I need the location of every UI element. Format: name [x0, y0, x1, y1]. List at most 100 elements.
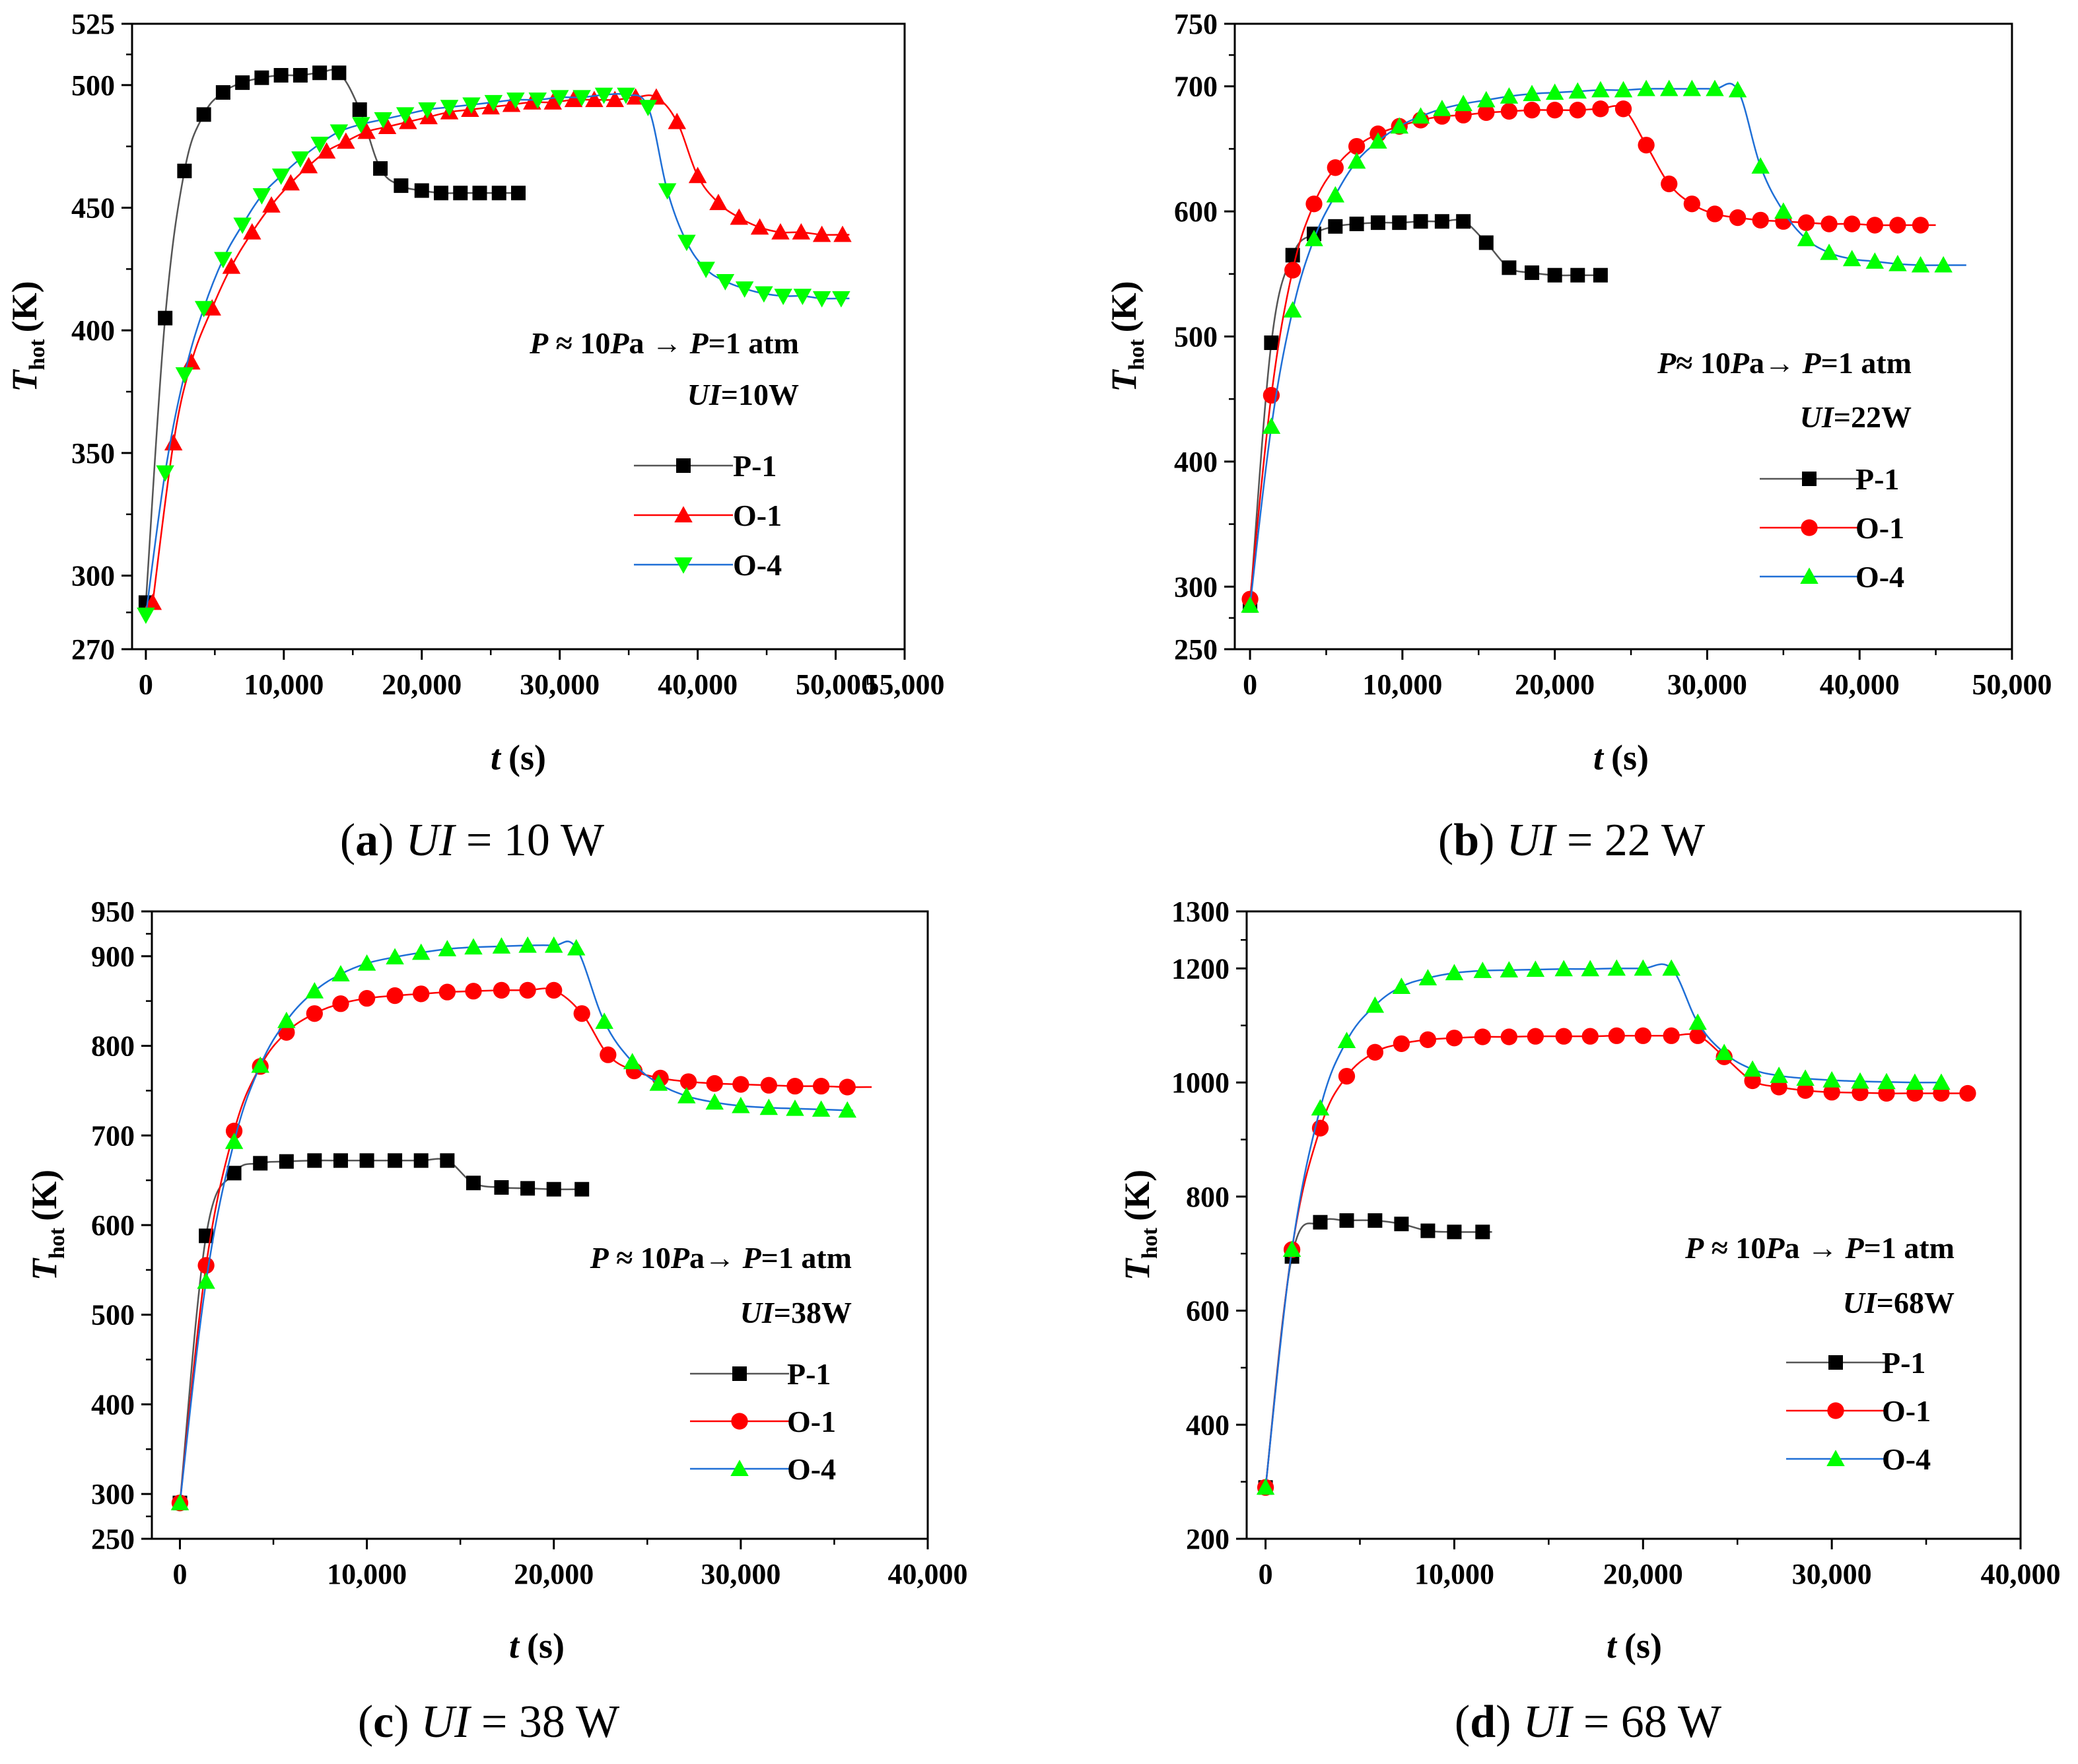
- legend: P-1 O-1 O-4: [1760, 462, 1904, 594]
- panel-caption: (a) UI = 10 W: [340, 815, 604, 866]
- data-point: [1682, 79, 1702, 96]
- data-point: [518, 936, 537, 953]
- data-point: [1634, 1027, 1651, 1044]
- data-point: [492, 937, 511, 954]
- data-point: [1614, 81, 1633, 98]
- legend-label: O-4: [787, 1452, 836, 1486]
- legend-label: P-1: [1882, 1346, 1925, 1380]
- data-point: [1326, 186, 1345, 203]
- data-point: [333, 1153, 348, 1168]
- data-point: [1865, 252, 1885, 269]
- data-point: [317, 142, 336, 159]
- data-point: [1369, 132, 1387, 149]
- y-axis-label: Thot(K): [5, 281, 50, 392]
- data-point: [337, 132, 355, 149]
- data-point: [254, 70, 269, 85]
- data-point: [705, 1093, 724, 1110]
- data-point: [519, 981, 536, 999]
- legend-label: O-1: [733, 499, 782, 532]
- data-point: [182, 353, 201, 370]
- data-point: [352, 102, 367, 117]
- y-tick-label: 400: [71, 314, 115, 347]
- series-P-1: [138, 65, 526, 610]
- data-point: [233, 217, 252, 234]
- data-point: [331, 65, 347, 81]
- x-tick-label: 20,000: [382, 668, 462, 701]
- data-point: [709, 194, 728, 211]
- data-point: [277, 1011, 296, 1028]
- data-point: [1392, 977, 1411, 994]
- annotation: UI=68W: [1843, 1286, 1955, 1320]
- legend-marker: [1827, 1402, 1844, 1419]
- annotation: P ≈ 10Pa→ P=1 atm: [590, 1241, 852, 1275]
- legend-label: O-1: [1855, 511, 1904, 545]
- data-point: [786, 1099, 804, 1116]
- data-point: [564, 90, 583, 108]
- data-point: [1327, 159, 1344, 176]
- legend-marker: [674, 506, 693, 522]
- x-axis-label: t (s): [509, 1626, 565, 1666]
- data-point: [511, 186, 526, 201]
- series-O-4: [170, 936, 857, 1510]
- data-point: [544, 936, 563, 953]
- x-tick-label: 0: [172, 1558, 187, 1590]
- data-point: [1411, 107, 1430, 124]
- data-point: [352, 117, 370, 134]
- data-point: [305, 982, 324, 999]
- y-axis-label: Thot(K): [1104, 281, 1149, 392]
- data-point: [225, 1133, 244, 1149]
- plot-frame: [151, 910, 929, 1540]
- data-point: [786, 1077, 804, 1095]
- legend-marker: [674, 557, 693, 574]
- data-point: [262, 196, 281, 213]
- data-point: [1473, 962, 1492, 978]
- data-point: [1311, 1099, 1330, 1115]
- y-tick-label: 700: [1174, 71, 1218, 103]
- series-O-1: [1241, 100, 1936, 608]
- data-point: [273, 67, 289, 83]
- data-point: [1285, 248, 1300, 263]
- data-point: [649, 1074, 668, 1091]
- annotation: P ≈ 10Pa → P=1 atm: [1684, 1231, 1955, 1265]
- data-point: [357, 122, 376, 139]
- data-point: [411, 943, 431, 960]
- legend-label: P-1: [733, 449, 777, 483]
- data-point: [143, 593, 162, 610]
- data-point: [839, 1078, 856, 1096]
- y-tick-label: 950: [91, 896, 135, 928]
- data-point: [1500, 1028, 1517, 1045]
- data-point: [1715, 1043, 1733, 1061]
- data-point: [386, 987, 403, 1005]
- data-point: [528, 92, 547, 109]
- data-point: [1418, 969, 1437, 986]
- y-tick-label: 400: [91, 1388, 135, 1421]
- data-point: [759, 1098, 779, 1115]
- data-point: [438, 940, 457, 956]
- data-point: [1959, 1084, 1976, 1102]
- data-point: [506, 92, 525, 109]
- data-point: [1889, 217, 1906, 234]
- legend-label: O-4: [1855, 560, 1904, 594]
- data-point: [1797, 214, 1815, 231]
- legend: P-1 O-1 O-4: [634, 449, 782, 582]
- y-tick-label: 400: [1174, 446, 1218, 478]
- y-tick-label: 600: [91, 1209, 135, 1242]
- data-point: [594, 87, 613, 104]
- data-point: [1523, 85, 1541, 102]
- legend-marker: [676, 458, 691, 473]
- data-point: [1637, 79, 1655, 96]
- data-point: [312, 65, 328, 81]
- panel-caption: (b) UI = 22 W: [1438, 815, 1705, 866]
- data-point: [1797, 230, 1816, 246]
- x-tick-label: 30,000: [701, 1558, 780, 1590]
- data-point: [1796, 1069, 1815, 1086]
- data-point: [1526, 960, 1545, 977]
- y-axis-label: Thot(K): [1117, 1170, 1162, 1281]
- data-point: [1581, 960, 1600, 977]
- data-point: [413, 1153, 429, 1168]
- data-point: [137, 608, 155, 624]
- data-point: [271, 168, 291, 186]
- x-tick-label: 50,000: [1972, 668, 2052, 701]
- data-point: [197, 1272, 215, 1289]
- data-point: [617, 87, 635, 104]
